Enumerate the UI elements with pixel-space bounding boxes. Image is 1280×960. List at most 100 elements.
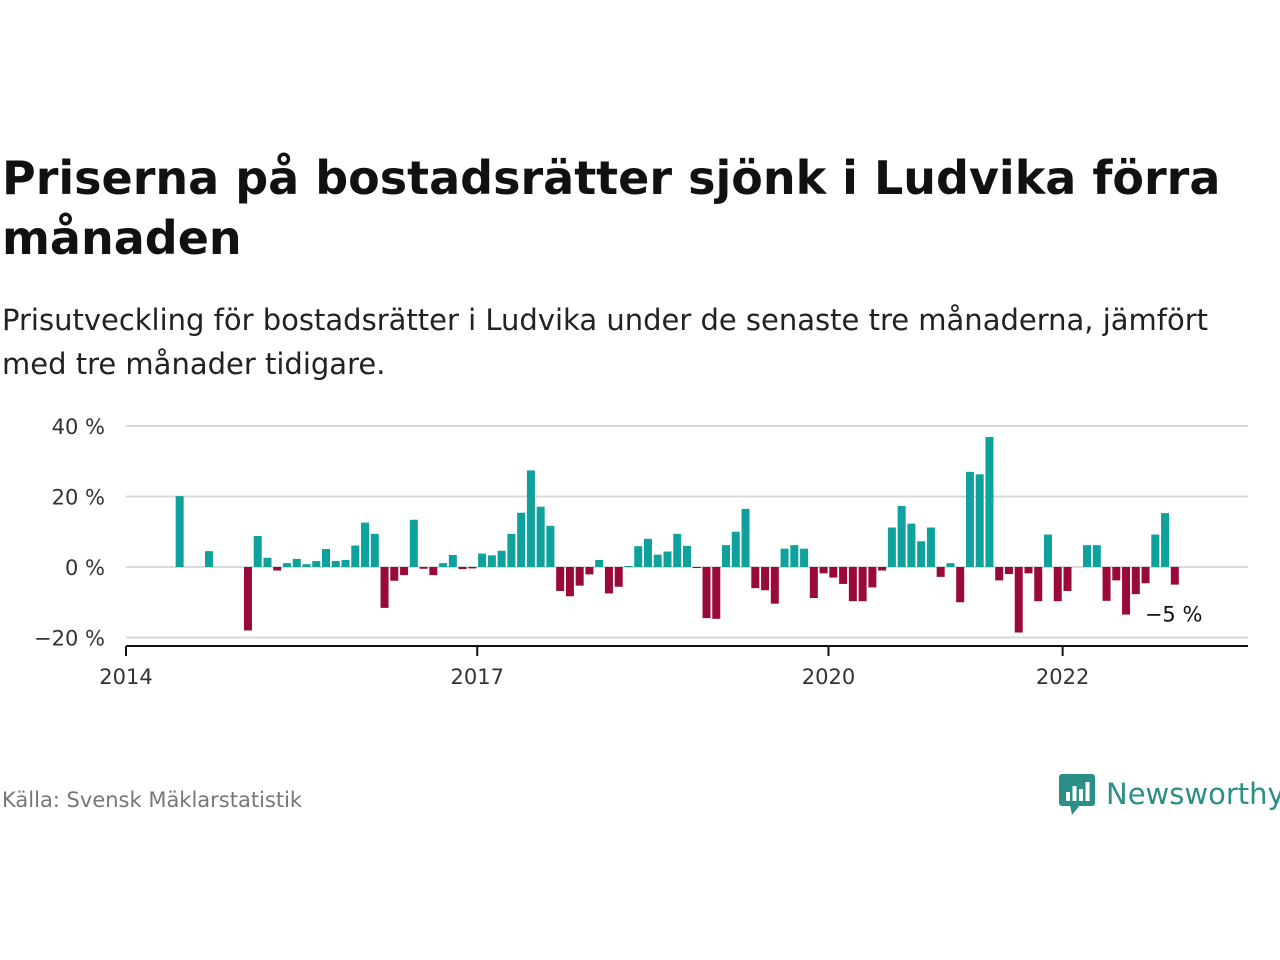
y-tick-label: 20 % — [52, 486, 105, 510]
bar — [692, 567, 701, 569]
bar — [497, 550, 506, 567]
y-tick-label: 40 % — [52, 415, 105, 439]
bar — [478, 553, 487, 567]
bar-chart-speech-bubble-icon — [1059, 774, 1095, 815]
bar — [351, 545, 360, 567]
bar — [643, 538, 652, 567]
bar — [790, 545, 799, 567]
bar — [282, 563, 291, 567]
bar — [1131, 567, 1140, 595]
bar — [761, 567, 770, 591]
bar — [370, 533, 379, 567]
bar — [722, 545, 731, 567]
bar — [897, 506, 906, 567]
bar — [634, 546, 643, 567]
y-tick-label: 0 % — [65, 556, 105, 580]
bar — [1043, 534, 1052, 567]
bar — [1122, 567, 1131, 615]
annotations: −5 % — [1145, 603, 1203, 627]
bar — [965, 471, 974, 567]
bar — [682, 545, 692, 567]
bar — [731, 531, 740, 567]
bar — [302, 564, 311, 567]
bar — [1024, 567, 1033, 574]
bar — [995, 567, 1004, 581]
x-tick-label: 2014 — [99, 665, 152, 689]
bar — [1083, 545, 1092, 567]
bar — [487, 555, 496, 567]
bar — [878, 567, 887, 571]
bar — [956, 567, 965, 603]
bar — [1151, 534, 1160, 567]
bar — [653, 554, 662, 567]
bar — [858, 567, 867, 602]
bar — [556, 567, 565, 591]
bar — [595, 559, 604, 567]
bar — [1092, 545, 1101, 567]
bar-chart: 40 % 20 % 0 % −20 % 2014 2017 2020 2022 −5 % — [34, 415, 1248, 689]
bar — [741, 508, 750, 567]
bar — [400, 567, 409, 576]
bar — [380, 567, 389, 608]
bar — [439, 563, 448, 567]
bar — [663, 551, 672, 567]
bar — [361, 522, 370, 567]
bar — [800, 548, 809, 567]
bar — [1053, 567, 1062, 602]
bar — [907, 523, 916, 567]
bar — [565, 567, 574, 597]
bar — [770, 567, 779, 604]
bar — [751, 567, 760, 589]
bar — [624, 565, 633, 567]
bar — [1170, 567, 1179, 585]
bar — [819, 567, 828, 574]
bar — [614, 567, 623, 587]
bar — [1014, 567, 1023, 633]
chart-subtitle: Prisutveckling för bostadsrätter i Ludvi… — [2, 303, 1209, 381]
bar — [829, 567, 838, 578]
bar — [585, 567, 594, 575]
x-tick-label: 2020 — [802, 665, 855, 689]
bar — [292, 558, 301, 567]
bar — [1141, 567, 1150, 584]
y-tick-label: −20 % — [34, 627, 105, 651]
bar — [839, 567, 848, 584]
bar — [458, 567, 467, 570]
bar — [273, 567, 282, 571]
bar — [448, 555, 457, 567]
bar — [546, 525, 555, 567]
bar — [536, 506, 545, 567]
bar — [322, 549, 331, 567]
bar — [419, 567, 428, 569]
bar — [331, 561, 340, 567]
bar — [1102, 567, 1111, 601]
gridlines — [126, 425, 1248, 639]
bar — [312, 561, 321, 567]
bar — [926, 527, 935, 567]
bar — [1034, 567, 1043, 602]
bar — [1063, 567, 1072, 591]
bar — [917, 541, 926, 567]
bar — [975, 474, 984, 567]
bar — [936, 567, 945, 577]
y-axis-ticks: 40 % 20 % 0 % −20 % — [34, 415, 105, 651]
bar — [253, 535, 262, 567]
bar — [204, 551, 213, 567]
bar — [848, 567, 857, 602]
bar — [409, 519, 418, 567]
bar — [868, 567, 877, 588]
x-tick-label: 2022 — [1036, 665, 1089, 689]
bar — [780, 548, 789, 567]
bar — [468, 567, 477, 569]
source-note: Källa: Svensk Mäklarstatistik — [2, 788, 303, 812]
brand-logo: Newsworthy — [1058, 772, 1280, 816]
bar — [507, 533, 516, 567]
bar — [1112, 567, 1121, 581]
bars — [175, 436, 1179, 633]
last-value-label: −5 % — [1145, 603, 1203, 627]
chart-title: Priserna på bostadsrätter sjönk i Ludvik… — [2, 151, 1221, 265]
bar — [429, 567, 438, 576]
bar — [263, 557, 272, 567]
bar — [1004, 567, 1013, 575]
x-axis: 2014 2017 2020 2022 — [99, 645, 1248, 689]
